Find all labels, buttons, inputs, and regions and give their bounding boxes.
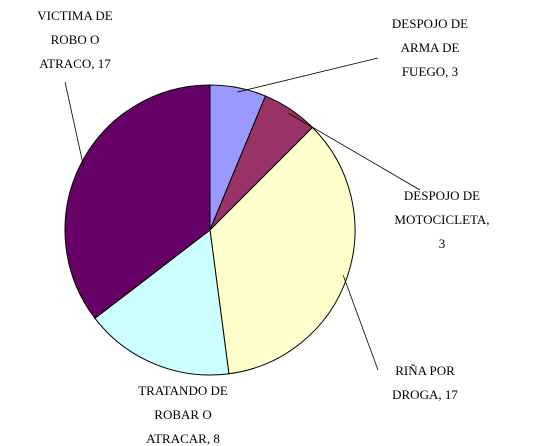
label-line: VICTIMA DE	[37, 8, 113, 23]
leader-line	[287, 112, 421, 191]
data-label: DESPOJO DE ARMA DE FUEGO, 3	[392, 16, 468, 79]
data-label: TRATANDO DE ROBAR O ATRACAR, 8	[138, 383, 228, 446]
pie-slice	[209, 126, 356, 375]
data-label: DESPOJO DE MOTOCICLETA, 3	[394, 188, 489, 251]
label-line: DESPOJO DE	[404, 188, 480, 203]
label-line: ROBO O	[51, 32, 100, 47]
label-line: ATRACO, 17	[39, 56, 111, 71]
data-label: VICTIMA DE ROBO O ATRACO, 17	[37, 8, 113, 71]
leader-line	[342, 275, 379, 371]
leader-line	[64, 81, 85, 168]
leader-line	[237, 57, 379, 93]
label-line: DESPOJO DE	[392, 16, 468, 31]
label-line: ATRACAR, 8	[146, 431, 220, 446]
data-label: RIÑA POR DROGA, 17	[392, 363, 458, 402]
pie-slice	[64, 84, 211, 319]
pie-slice	[94, 229, 230, 376]
label-line: DROGA, 17	[392, 387, 458, 402]
label-line: RIÑA POR	[395, 363, 455, 378]
label-line: ARMA DE	[401, 40, 460, 55]
label-line: TRATANDO DE	[138, 383, 228, 398]
label-line: ROBAR O	[154, 407, 211, 422]
label-line: MOTOCICLETA,	[394, 212, 489, 227]
label-line: FUEGO, 3	[402, 64, 458, 79]
label-line: 3	[439, 236, 446, 251]
